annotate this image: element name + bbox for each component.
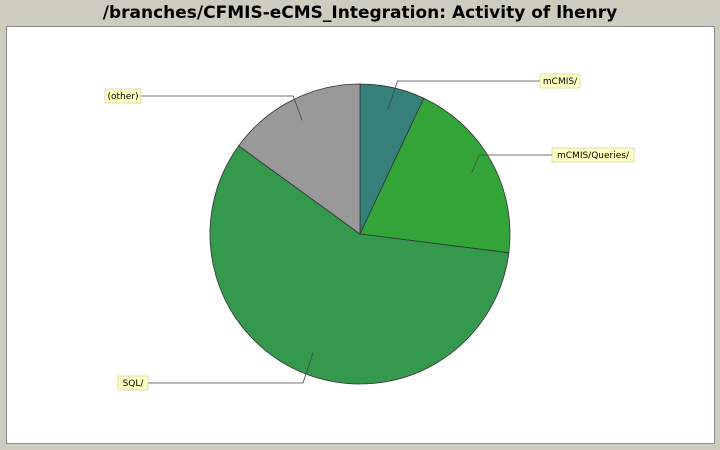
slice-label-3: (other) xyxy=(108,92,139,102)
label-box-1 xyxy=(551,147,635,163)
leader-line-1 xyxy=(471,154,552,173)
label-box-2 xyxy=(117,375,149,391)
chart-title: /branches/CFMIS-eCMS_Integration: Activi… xyxy=(102,3,618,23)
pie-slice-2 xyxy=(209,145,510,385)
pie-slice-1 xyxy=(359,97,511,254)
leader-line-2 xyxy=(148,352,314,384)
label-box-0 xyxy=(539,73,581,89)
label-box-3 xyxy=(104,88,142,104)
leader-line-3 xyxy=(141,95,303,121)
slice-label-0: mCMIS/ xyxy=(543,77,578,87)
leader-line-0 xyxy=(387,80,540,110)
pie-slices xyxy=(209,83,511,385)
pie-slice-3 xyxy=(238,83,361,235)
slice-labels: mCMIS/mCMIS/Queries/SQL/ (other) xyxy=(104,73,635,391)
slice-label-2: SQL/ xyxy=(123,379,145,389)
slice-label-1: mCMIS/Queries/ xyxy=(557,151,630,161)
